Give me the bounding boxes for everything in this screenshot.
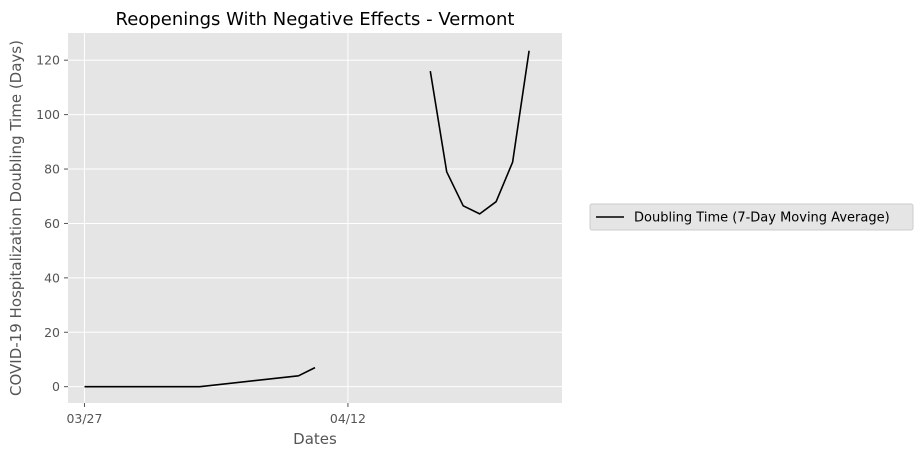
y-tick-label: 60 bbox=[44, 216, 60, 231]
y-axis-label: COVID-19 Hospitalization Doubling Time (… bbox=[7, 40, 25, 396]
x-tick-label: 03/27 bbox=[66, 411, 102, 426]
legend-box bbox=[589, 203, 914, 231]
legend-entry: Doubling Time (7-Day Moving Average) bbox=[634, 211, 890, 226]
x-axis-label: Dates bbox=[293, 430, 337, 448]
plot-area bbox=[68, 33, 562, 403]
y-ticks: 0 20 40 60 80 100 120 bbox=[36, 53, 68, 394]
y-tick-label: 120 bbox=[36, 53, 60, 68]
y-tick-label: 40 bbox=[44, 270, 60, 285]
y-tick-label: 0 bbox=[52, 379, 60, 394]
x-ticks: 03/27 04/12 bbox=[66, 403, 366, 426]
legend: Doubling Time (7-Day Moving Average) bbox=[589, 203, 914, 231]
series-line-segment bbox=[429, 50, 530, 215]
x-tick-label: 04/12 bbox=[330, 411, 366, 426]
grid bbox=[68, 33, 562, 403]
series-line-segment bbox=[84, 366, 316, 388]
chart-title: Reopenings With Negative Effects - Vermo… bbox=[116, 9, 515, 30]
y-tick-label: 80 bbox=[44, 162, 60, 177]
series-lines bbox=[84, 50, 530, 388]
y-tick-label: 100 bbox=[36, 107, 60, 122]
y-tick-label: 20 bbox=[44, 325, 60, 340]
